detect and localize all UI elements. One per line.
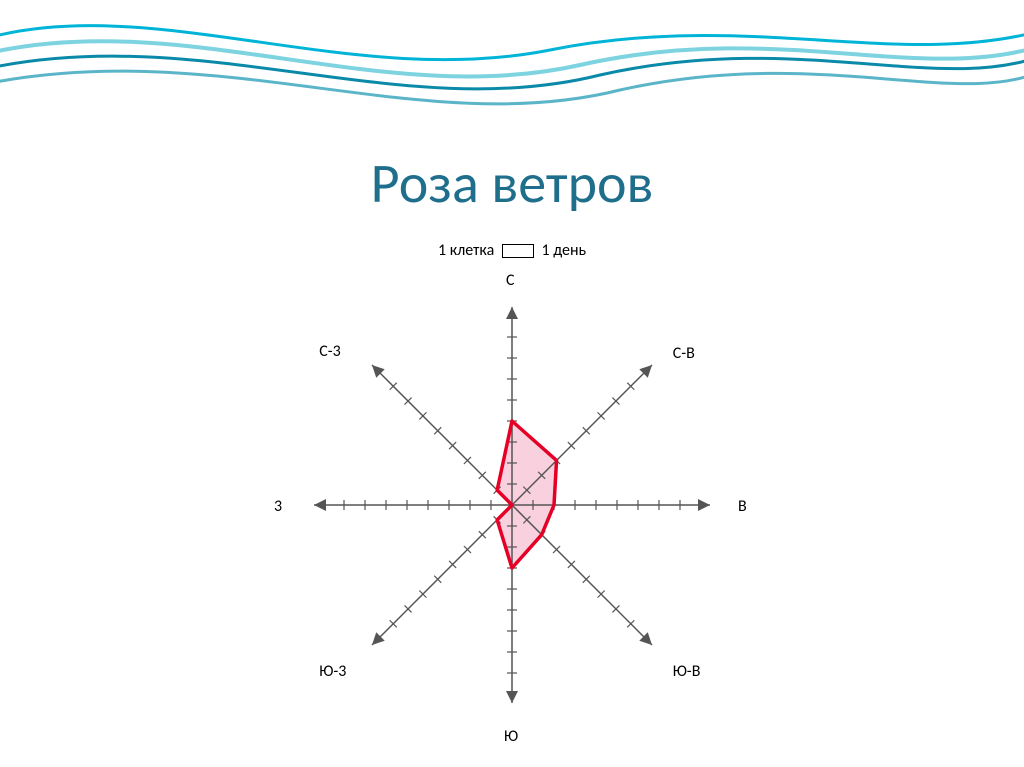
axis-label-ne: С-В	[673, 344, 695, 363]
page-title: Роза ветров	[0, 150, 1024, 218]
wind-rose-chart: 1 клетка 1 день С С-В В Ю-В Ю Ю-3 3 С-3	[242, 235, 782, 735]
wind-rose-svg	[242, 235, 782, 767]
axis-label-s: Ю	[504, 727, 518, 746]
axis-label-e: В	[738, 497, 747, 516]
axis-label-n: С	[506, 271, 515, 290]
axis-label-nw: С-3	[319, 342, 341, 361]
chart-legend: 1 клетка 1 день	[242, 241, 782, 260]
axis-label-w: 3	[274, 497, 282, 516]
legend-box-icon	[502, 244, 534, 258]
axis-label-sw: Ю-3	[319, 662, 346, 681]
legend-left-text: 1 клетка	[438, 241, 494, 260]
axis-label-se: Ю-В	[673, 662, 701, 681]
legend-right-text: 1 день	[541, 241, 586, 260]
